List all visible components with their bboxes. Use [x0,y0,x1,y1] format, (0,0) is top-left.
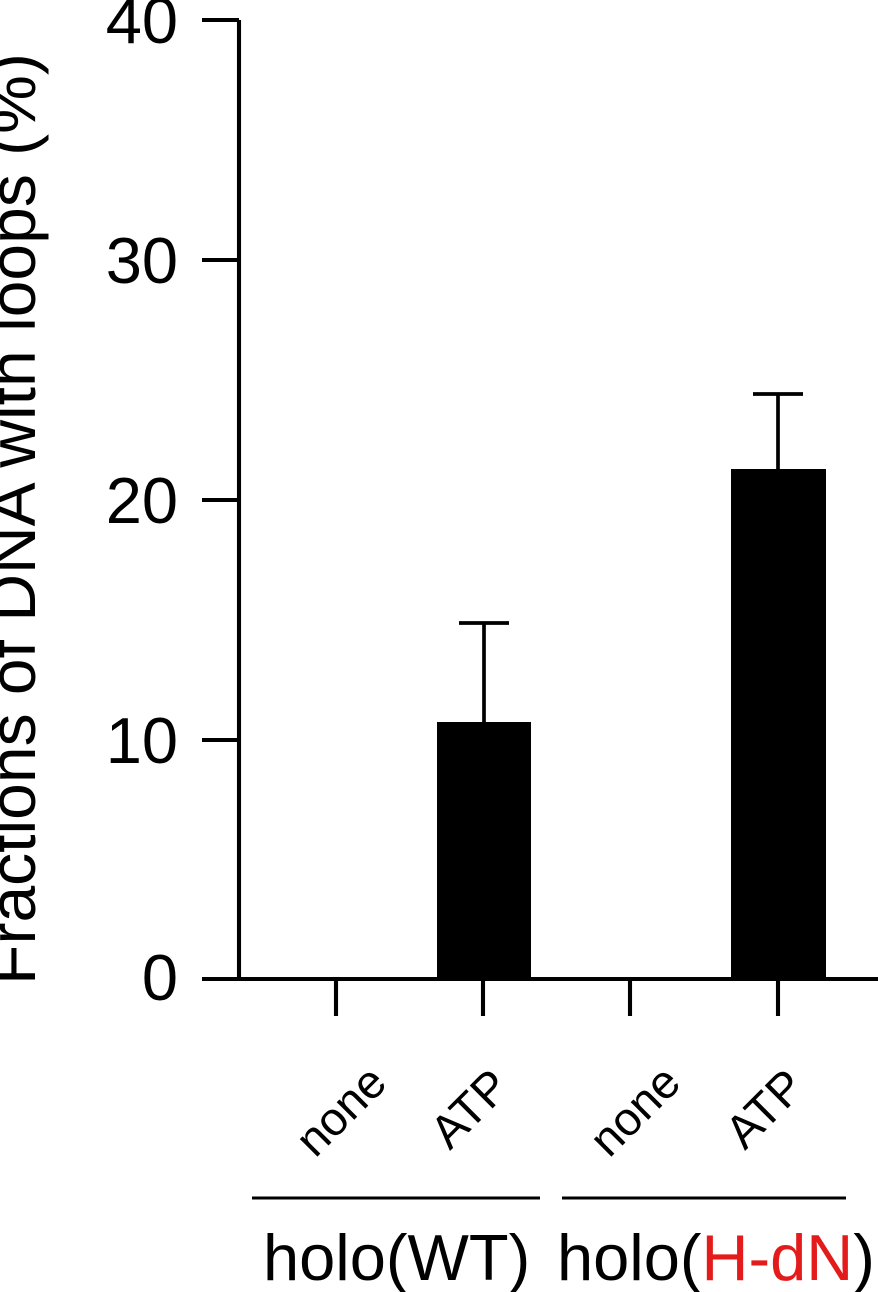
svg-text:holo(H-dN): holo(H-dN) [557,1221,875,1292]
svg-text:20: 20 [106,464,178,537]
svg-text:Fractions of DNA with loops (%: Fractions of DNA with loops (%) [0,53,49,985]
svg-text:0: 0 [142,941,178,1014]
svg-text:holo(WT): holo(WT) [263,1221,530,1292]
svg-text:10: 10 [106,704,178,777]
svg-text:30: 30 [106,224,178,297]
svg-text:40: 40 [106,0,178,57]
